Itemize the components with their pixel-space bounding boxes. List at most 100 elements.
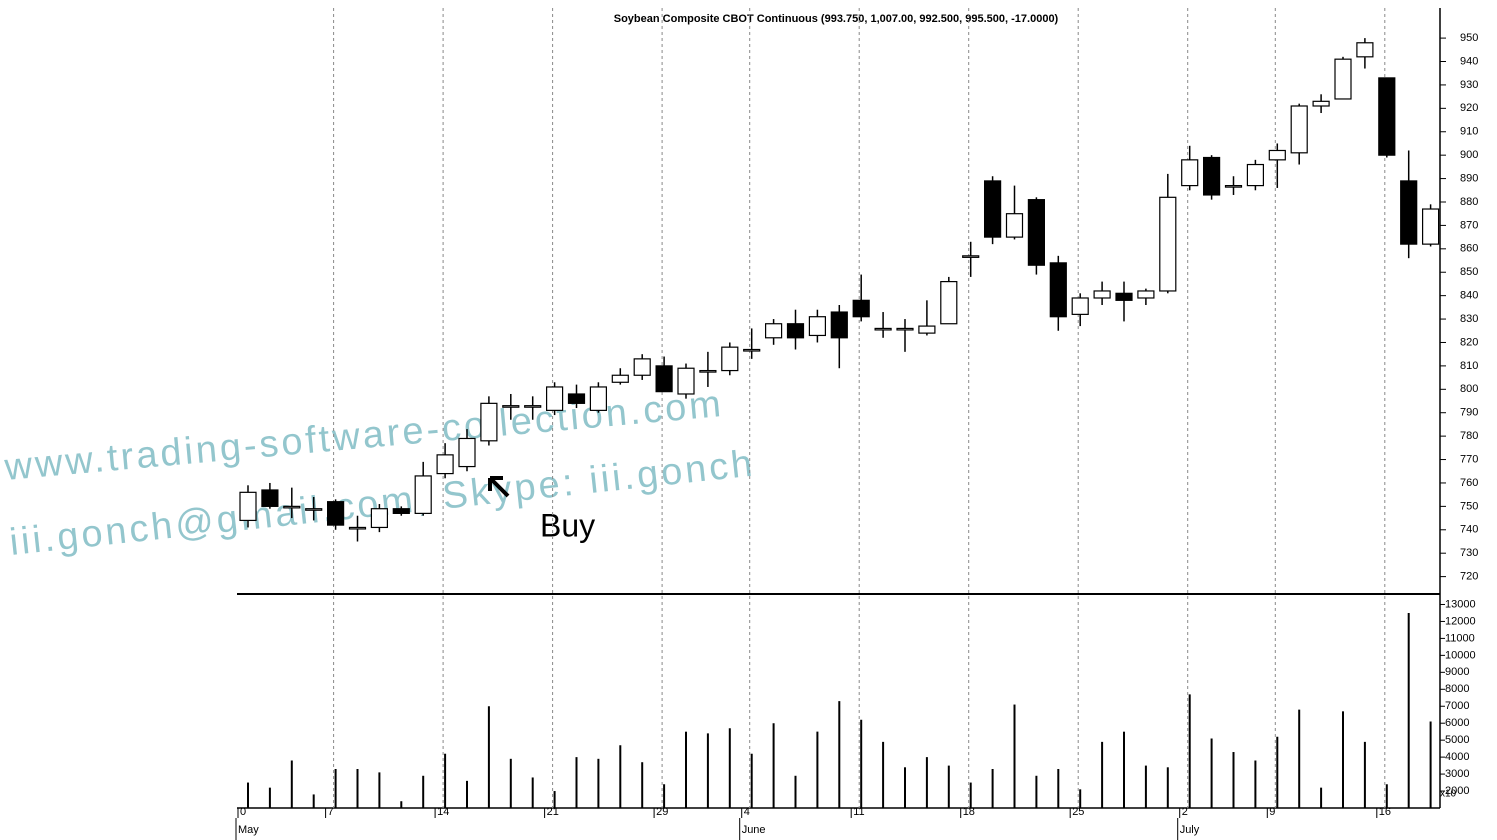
volume-tick-label: 12000 [1445, 615, 1476, 627]
volume-tick-label: 2000 [1445, 785, 1469, 797]
candle-body [567, 393, 586, 404]
y-tick-label: 780 [1460, 430, 1478, 442]
candle-body [1115, 292, 1133, 301]
candle-body [1421, 208, 1440, 245]
candle-body [874, 327, 892, 331]
x-tick-label: 14 [437, 806, 449, 818]
month-label: July [1180, 824, 1200, 836]
candle-body [611, 374, 629, 383]
y-tick-label: 740 [1460, 524, 1478, 536]
candle-body [589, 386, 608, 411]
candle-body [1290, 105, 1308, 154]
volume-tick-label: 3000 [1445, 768, 1469, 780]
y-tick-label: 840 [1460, 290, 1478, 302]
y-tick-label: 790 [1460, 407, 1478, 419]
x-tick-label: 25 [1072, 806, 1084, 818]
x-tick-label: 16 [1379, 806, 1391, 818]
candle-body [261, 489, 279, 507]
candle-body [896, 327, 914, 331]
candle-body [655, 365, 673, 393]
candle-body [1268, 149, 1286, 161]
candle-body [1049, 262, 1067, 318]
candle-body [502, 405, 520, 408]
candle-body [545, 386, 564, 411]
candle-body [436, 454, 454, 475]
y-tick-label: 910 [1460, 126, 1478, 138]
candle-body [1093, 290, 1111, 299]
candle-body [1071, 297, 1089, 315]
candle-body [1312, 100, 1330, 107]
x-tick-label: 18 [963, 806, 975, 818]
y-tick-label: 950 [1460, 32, 1478, 44]
annotation: Buy [540, 507, 595, 543]
candle-body [983, 180, 1002, 238]
candle-body [480, 402, 498, 442]
candle-body [677, 367, 695, 395]
candle-body [1202, 156, 1221, 196]
volume-axis-label: x10 [1440, 789, 1457, 800]
candle-body [962, 255, 980, 258]
candle-body [305, 508, 323, 511]
month-label: June [742, 824, 766, 836]
y-tick-label: 860 [1460, 243, 1478, 255]
candle-body [699, 369, 717, 373]
month-label: May [238, 824, 259, 836]
volume-tick-label: 9000 [1445, 666, 1469, 678]
volume-tick-label: 5000 [1445, 734, 1469, 746]
y-tick-label: 920 [1460, 102, 1478, 114]
candle-body [348, 526, 367, 530]
candle-body [370, 508, 388, 529]
y-tick-label: 820 [1460, 336, 1478, 348]
x-tick-label: 29 [656, 806, 668, 818]
candle-body [1378, 77, 1396, 156]
candle-body [764, 323, 783, 339]
candle-body [808, 316, 827, 337]
y-tick-label: 800 [1460, 383, 1478, 395]
x-tick-label: 4 [744, 806, 750, 818]
y-tick-label: 770 [1460, 453, 1478, 465]
y-tick-label: 730 [1460, 547, 1478, 559]
y-tick-label: 890 [1460, 172, 1478, 184]
candle-body [918, 325, 936, 334]
candle-body [940, 280, 958, 325]
volume-tick-label: 4000 [1445, 751, 1469, 763]
candle-body [1334, 58, 1352, 100]
candle-body [414, 475, 432, 514]
candle-body [1137, 290, 1155, 299]
y-tick-label: 750 [1460, 500, 1478, 512]
y-tick-label: 720 [1460, 571, 1478, 583]
candle-body [1027, 199, 1046, 266]
candle-body [392, 508, 410, 514]
y-tick-label: 830 [1460, 313, 1478, 325]
x-tick-label: 0 [240, 806, 246, 818]
volume-tick-label: 11000 [1445, 632, 1475, 644]
volume-tick-label: 7000 [1445, 700, 1469, 712]
volume-tick-label: 10000 [1445, 649, 1476, 661]
volume-tick-label: 13000 [1445, 598, 1476, 610]
candle-body [1181, 159, 1199, 187]
x-tick-label: 21 [547, 806, 559, 818]
candle-body [1159, 196, 1177, 292]
candle-body [524, 405, 542, 408]
y-tick-label: 930 [1460, 79, 1478, 91]
chart-title: Soybean Composite CBOT Continuous (993.7… [614, 13, 1059, 25]
candle-body [633, 358, 651, 376]
y-tick-label: 900 [1460, 149, 1478, 161]
candle-body [239, 491, 257, 522]
candle-body [1400, 180, 1418, 245]
candle-body [1224, 185, 1243, 188]
candle-body [1005, 213, 1024, 238]
x-tick-label: 7 [328, 806, 334, 818]
candle-body [283, 505, 301, 509]
y-tick-label: 940 [1460, 55, 1478, 67]
y-tick-label: 810 [1460, 360, 1478, 372]
y-tick-label: 760 [1460, 477, 1478, 489]
y-tick-label: 880 [1460, 196, 1478, 208]
candle-body [327, 501, 345, 526]
y-tick-label: 850 [1460, 266, 1478, 278]
candle-body [1356, 42, 1374, 58]
candle-body [830, 311, 848, 339]
y-tick-label: 870 [1460, 219, 1478, 231]
x-tick-label: 2 [1182, 806, 1188, 818]
